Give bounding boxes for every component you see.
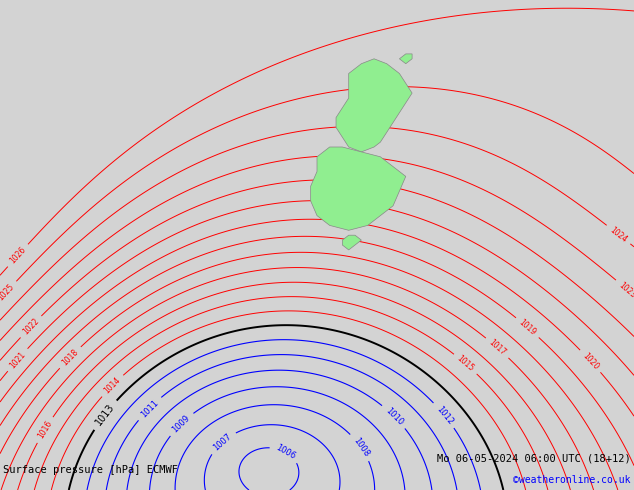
Text: 1009: 1009 xyxy=(171,414,192,435)
Text: 1025: 1025 xyxy=(0,282,16,302)
Text: 1011: 1011 xyxy=(139,398,160,419)
Text: 1019: 1019 xyxy=(517,318,538,337)
Text: 1026: 1026 xyxy=(8,245,28,266)
Text: ©weatheronline.co.uk: ©weatheronline.co.uk xyxy=(514,475,631,485)
Text: 1010: 1010 xyxy=(384,406,404,427)
Text: 1007: 1007 xyxy=(212,432,233,452)
Text: Mo 06-05-2024 06:00 UTC (18+12): Mo 06-05-2024 06:00 UTC (18+12) xyxy=(437,453,631,463)
Text: 1022: 1022 xyxy=(21,317,41,337)
Polygon shape xyxy=(342,235,361,250)
Polygon shape xyxy=(399,54,412,64)
Text: Surface pressure [hPa] ECMWF: Surface pressure [hPa] ECMWF xyxy=(3,466,178,475)
Text: 1021: 1021 xyxy=(8,350,27,370)
Text: 1016: 1016 xyxy=(36,419,54,441)
Text: 1015: 1015 xyxy=(455,354,476,373)
Text: 1020: 1020 xyxy=(581,351,600,371)
Text: 1013: 1013 xyxy=(93,402,116,427)
Text: 1014: 1014 xyxy=(102,376,122,395)
Text: 1017: 1017 xyxy=(487,338,508,358)
Text: 1012: 1012 xyxy=(434,404,455,426)
Text: 1024: 1024 xyxy=(608,225,629,244)
Text: 1008: 1008 xyxy=(351,436,370,458)
Text: 1023: 1023 xyxy=(617,280,634,299)
Text: 1006: 1006 xyxy=(274,443,297,461)
Polygon shape xyxy=(336,59,412,152)
Text: 1018: 1018 xyxy=(60,347,80,368)
Polygon shape xyxy=(311,147,406,230)
